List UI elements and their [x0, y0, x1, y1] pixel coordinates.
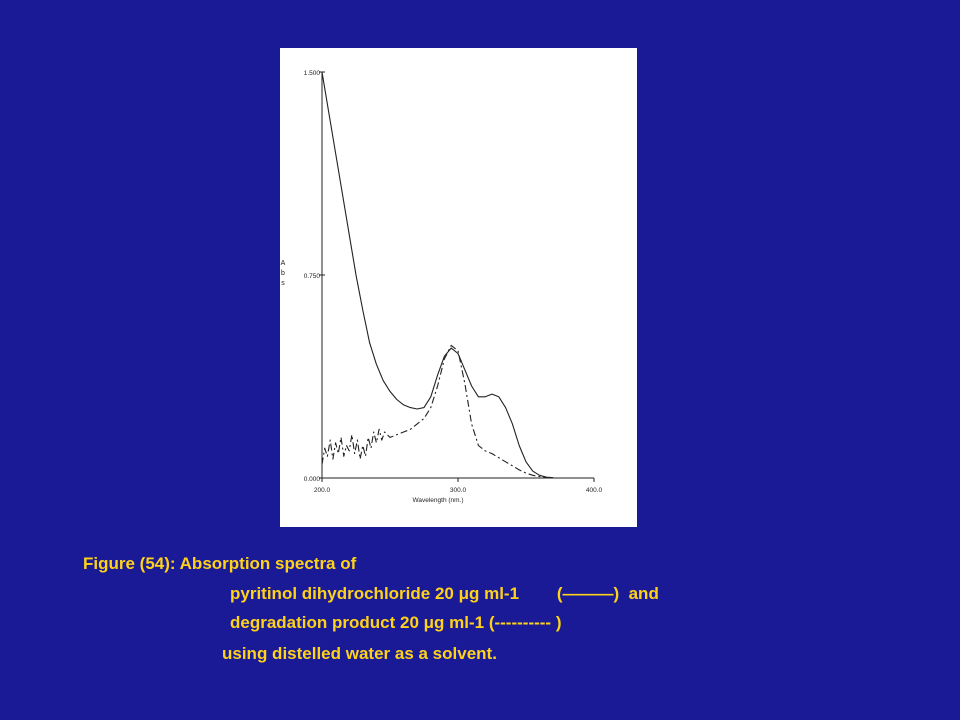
y-tick-label-1: 0.750	[304, 273, 321, 280]
x-tick-label-2: 400.0	[586, 487, 603, 494]
absorption-spectrum-chart: 0.000 0.750 1.500 200.0 300.0 400.0 Wavelength…	[281, 70, 603, 504]
series-line-dashed	[321, 344, 554, 479]
figure-panel: 0.000 0.750 1.500 200.0 300.0 400.0 Wavelength…	[280, 48, 637, 527]
y-tick-label-0: 0.000	[304, 476, 321, 483]
x-tick-label-0: 200.0	[314, 487, 331, 494]
figure-caption-line-1: Figure (54): Absorption spectra of	[83, 554, 357, 573]
figure-caption-line-3: degradation product 20 μg ml-1 (--------…	[230, 613, 562, 632]
series-line-solid	[321, 71, 554, 479]
y-tick-label-2: 1.500	[304, 70, 321, 77]
x-tick-label-1: 300.0	[450, 487, 467, 494]
figure-caption-line-4: using distelled water as a solvent.	[222, 644, 497, 663]
x-axis-label: Wavelength (nm.)	[412, 497, 463, 504]
figure-caption-line-2: pyritinol dihydrochloride 20 μg ml-1 (——…	[230, 584, 659, 603]
